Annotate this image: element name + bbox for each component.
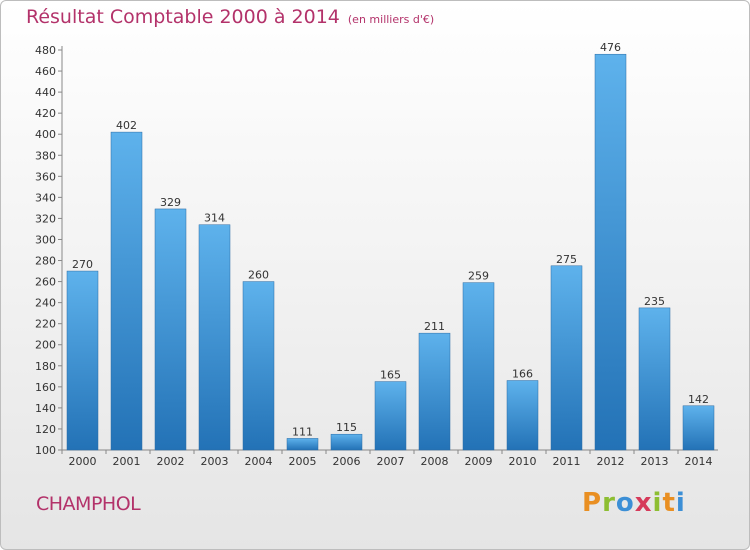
bar-2006 [330, 433, 363, 451]
y-tick-label: 260 [35, 276, 56, 289]
x-tick-label: 2006 [333, 455, 361, 468]
bar-2003 [198, 224, 231, 451]
y-tick-label: 400 [35, 128, 56, 141]
x-tick-label: 2009 [465, 455, 493, 468]
x-tick-label: 2001 [113, 455, 141, 468]
bar-value-label: 166 [512, 368, 533, 381]
bar-2014 [682, 405, 715, 451]
chart-title: Résultat Comptable 2000 à 2014 (en millie… [26, 6, 434, 28]
y-tick-label: 380 [35, 149, 56, 162]
bar-value-label: 260 [248, 269, 269, 282]
y-tick-label: 340 [35, 191, 56, 204]
bar-2002 [154, 208, 187, 451]
place-name: CHAMPHOL [36, 493, 141, 515]
bar-2011 [550, 265, 583, 451]
x-tick-label: 2004 [245, 455, 273, 468]
bar-2000 [66, 270, 99, 451]
y-tick-label: 220 [35, 318, 56, 331]
x-tick-label: 2003 [201, 455, 229, 468]
y-tick-label: 280 [35, 255, 56, 268]
bar-2012 [594, 53, 627, 451]
bar-2009 [462, 282, 495, 451]
bar-2005 [286, 438, 319, 451]
y-tick-label: 200 [35, 339, 56, 352]
x-tick-label: 2005 [289, 455, 317, 468]
y-tick-label: 240 [35, 297, 56, 310]
bar-value-label: 142 [688, 393, 709, 406]
bar-2013 [638, 307, 671, 451]
y-tick-label: 300 [35, 233, 56, 246]
bar-value-label: 275 [556, 253, 577, 266]
y-tick-label: 440 [35, 86, 56, 99]
bar-value-label: 314 [204, 212, 225, 225]
x-tick-label: 2011 [553, 455, 581, 468]
y-tick-label: 160 [35, 381, 56, 394]
y-tick-label: 120 [35, 423, 56, 436]
bar-value-label: 402 [116, 119, 137, 132]
bar-2010 [506, 380, 539, 451]
bar-value-label: 111 [292, 425, 313, 438]
chart-title-text: Résultat Comptable 2000 à 2014 [26, 6, 340, 28]
y-tick-label: 180 [35, 360, 56, 373]
y-tick-label: 460 [35, 65, 56, 78]
x-tick-label: 2000 [69, 455, 97, 468]
bar-value-label: 329 [160, 196, 181, 209]
x-tick-label: 2008 [421, 455, 449, 468]
bar-value-label: 165 [380, 369, 401, 382]
x-tick-label: 2013 [641, 455, 669, 468]
x-tick-label: 2012 [597, 455, 625, 468]
bar-2008 [418, 332, 451, 451]
y-tick-label: 100 [35, 444, 56, 457]
bar-value-label: 115 [336, 421, 357, 434]
y-tick-label: 140 [35, 402, 56, 415]
bar-2007 [374, 381, 407, 451]
y-tick-label: 420 [35, 107, 56, 120]
x-tick-label: 2007 [377, 455, 405, 468]
bar-2001 [110, 131, 143, 451]
bar-value-label: 476 [600, 41, 621, 54]
bar-value-label: 235 [644, 295, 665, 308]
x-tick-label: 2014 [685, 455, 713, 468]
x-tick-label: 2010 [509, 455, 537, 468]
y-tick-label: 480 [35, 44, 56, 57]
chart-subtitle: (en milliers d'€) [347, 13, 435, 26]
y-tick-label: 320 [35, 212, 56, 225]
bar-value-label: 211 [424, 320, 445, 333]
bar-value-label: 259 [468, 270, 489, 283]
proxiti-logo[interactable]: Proxiti [582, 488, 686, 518]
bar-2004 [242, 281, 275, 451]
y-tick-label: 360 [35, 170, 56, 183]
x-tick-label: 2002 [157, 455, 185, 468]
bar-value-label: 270 [72, 258, 93, 271]
